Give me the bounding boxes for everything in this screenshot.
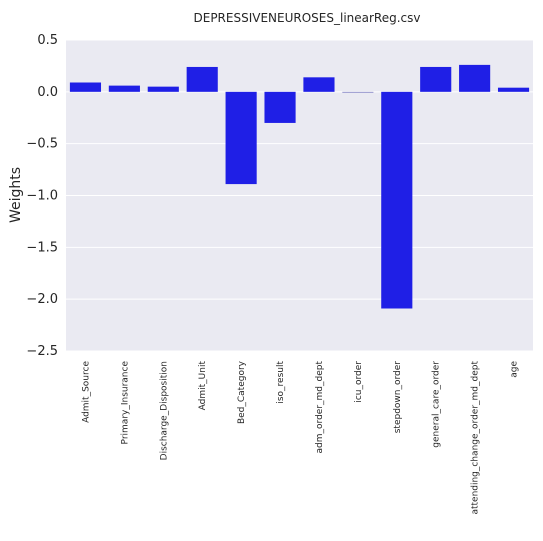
bar-adm-order-md-dept <box>303 77 335 92</box>
bar-discharge-disposition <box>147 86 179 92</box>
bars <box>69 64 530 309</box>
y-tick-label: −1.5 <box>26 240 58 255</box>
bar-age <box>497 87 530 92</box>
x-tick-label: age <box>510 361 520 378</box>
x-tick-label: attending_change_order_md_dept <box>471 361 481 515</box>
chart-title: DEPRESSIVENEUROSES_linearReg.csv <box>194 11 421 25</box>
bar-admit-source <box>69 82 102 92</box>
grid-lines <box>66 39 533 352</box>
y-tick-label: 0.5 <box>37 33 58 48</box>
x-axis-ticks: Admit_Source Primary_Insurance Discharge_D… <box>81 360 519 514</box>
y-axis-label: Weights <box>8 167 24 223</box>
x-tick-label: iso_result <box>276 361 286 404</box>
bar-stepdown-order <box>381 91 413 309</box>
y-tick-label: −2.0 <box>26 292 58 307</box>
bar-iso-result <box>264 91 296 123</box>
x-tick-label: Primary_Insurance <box>120 361 130 445</box>
x-tick-label: general_care_order <box>432 361 442 448</box>
bar-general-care-order <box>420 66 452 92</box>
bar-admit-unit <box>186 66 218 92</box>
x-tick-label: icu_order <box>354 361 364 403</box>
y-axis-ticks: 0.5 0.0 −0.5 −1.0 −1.5 −2.0 −2.5 <box>26 33 58 359</box>
bar-icu-order <box>342 91 374 93</box>
x-tick-label: Admit_Unit <box>198 361 208 411</box>
bar-bed-category <box>225 91 257 185</box>
bar-primary-insurance <box>108 85 140 92</box>
bar-attending-change-order-md-dept <box>459 64 491 92</box>
x-tick-label: Discharge_Disposition <box>159 361 169 460</box>
x-tick-label: Admit_Source <box>81 361 91 423</box>
y-tick-label: 0.0 <box>37 85 58 100</box>
y-tick-label: −2.5 <box>26 344 58 359</box>
y-tick-label: −0.5 <box>26 137 58 152</box>
x-tick-label: adm_order_md_dept <box>315 361 325 454</box>
x-tick-label: stepdown_order <box>393 361 403 434</box>
x-tick-label: Bed_Category <box>237 360 247 424</box>
y-tick-label: −1.0 <box>26 189 58 204</box>
